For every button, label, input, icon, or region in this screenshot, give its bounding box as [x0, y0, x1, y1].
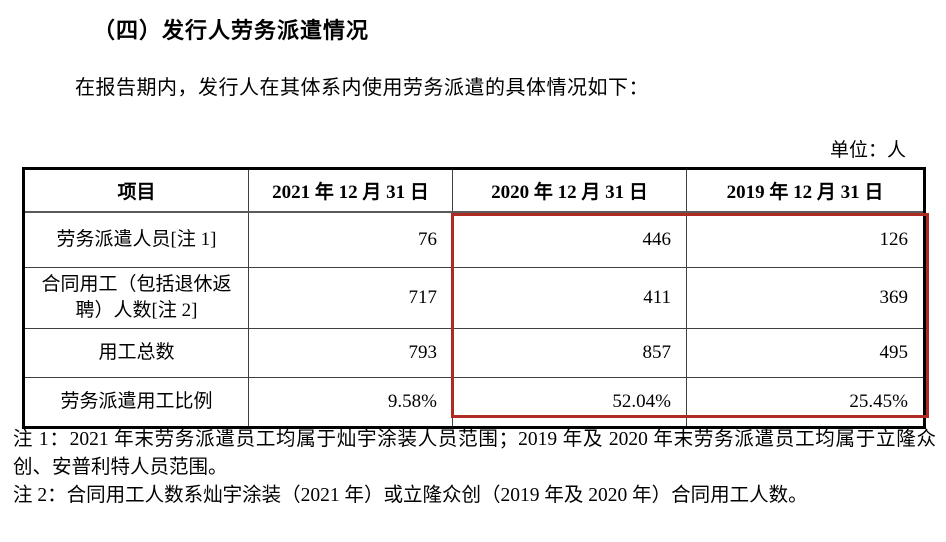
cell-value: 126	[686, 211, 925, 268]
footnotes: 注 1：2021 年末劳务派遣员工均属于灿宇涂装人员范围；2019 年及 202…	[13, 426, 936, 510]
footnote-1: 注 1：2021 年末劳务派遣员工均属于灿宇涂装人员范围；2019 年及 202…	[13, 429, 936, 478]
table-row-total-staff: 用工总数 793 857 495	[23, 328, 925, 378]
row-label: 劳务派遣人员[注 1]	[23, 211, 249, 268]
column-header-2020: 2020 年 12 月 31 日	[452, 168, 687, 213]
cell-value: 717	[248, 267, 453, 329]
row-label: 合同用工（包括退休返聘）人数[注 2]	[23, 267, 249, 329]
intro-paragraph: 在报告期内，发行人在其体系内使用劳务派遣的具体情况如下：	[75, 77, 649, 99]
table-header-row: 项目 2021 年 12 月 31 日 2020 年 12 月 31 日 201…	[23, 168, 925, 213]
table-row-dispatched-staff: 劳务派遣人员[注 1] 76 446 126	[23, 211, 925, 268]
cell-value: 76	[248, 211, 453, 268]
cell-value: 495	[686, 328, 925, 378]
cell-value: 793	[248, 328, 453, 378]
table-container: 项目 2021 年 12 月 31 日 2020 年 12 月 31 日 201…	[22, 167, 929, 429]
cell-value: 446	[452, 211, 687, 268]
table-row-dispatch-ratio: 劳务派遣用工比例 9.58% 52.04% 25.45%	[23, 377, 925, 428]
cell-value: 25.45%	[686, 377, 925, 428]
cell-value: 857	[452, 328, 687, 378]
column-header-item: 项目	[23, 168, 249, 213]
footnote-2: 注 2：合同用工人数系灿宇涂装（2021 年）或立隆众创（2019 年及 202…	[13, 485, 808, 506]
cell-value: 52.04%	[452, 377, 687, 428]
cell-value: 369	[686, 267, 925, 329]
column-header-2021: 2021 年 12 月 31 日	[248, 168, 453, 213]
labor-dispatch-table: 项目 2021 年 12 月 31 日 2020 年 12 月 31 日 201…	[22, 167, 926, 429]
cell-value: 411	[452, 267, 687, 329]
row-label: 用工总数	[23, 328, 249, 378]
cell-value: 9.58%	[248, 377, 453, 428]
table-row-contract-staff: 合同用工（包括退休返聘）人数[注 2] 717 411 369	[23, 267, 925, 329]
column-header-2019: 2019 年 12 月 31 日	[686, 168, 925, 213]
row-label: 劳务派遣用工比例	[23, 377, 249, 428]
page-title: （四）发行人劳务派遣情况	[93, 18, 370, 43]
unit-label: 单位：人	[829, 140, 906, 161]
